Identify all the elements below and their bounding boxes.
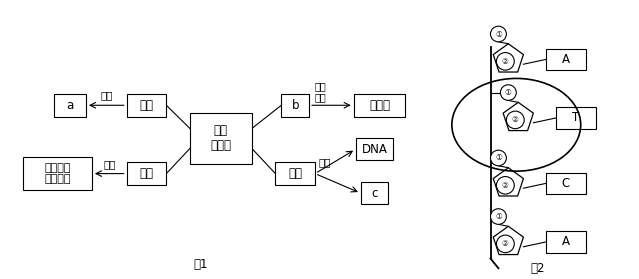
Circle shape xyxy=(491,209,506,224)
FancyBboxPatch shape xyxy=(22,157,92,190)
Text: b: b xyxy=(291,99,299,112)
Text: c: c xyxy=(371,187,378,199)
Text: 分为: 分为 xyxy=(103,159,116,169)
FancyBboxPatch shape xyxy=(190,113,252,164)
Text: 脂质: 脂质 xyxy=(139,99,153,112)
Text: ②: ② xyxy=(512,116,519,124)
Polygon shape xyxy=(503,102,534,131)
Text: 图1: 图1 xyxy=(194,258,208,271)
Circle shape xyxy=(491,150,506,166)
Polygon shape xyxy=(493,226,523,254)
FancyBboxPatch shape xyxy=(127,93,166,117)
Circle shape xyxy=(497,52,514,70)
Polygon shape xyxy=(493,44,523,72)
Text: 糖类: 糖类 xyxy=(139,167,153,180)
Text: 种类: 种类 xyxy=(319,157,331,167)
Circle shape xyxy=(500,85,516,100)
Text: A: A xyxy=(562,235,570,248)
Text: ①: ① xyxy=(495,153,502,162)
Text: 包括: 包括 xyxy=(100,90,112,100)
FancyBboxPatch shape xyxy=(354,93,405,117)
Text: ①: ① xyxy=(505,88,512,97)
Text: a: a xyxy=(66,99,74,112)
Text: A: A xyxy=(562,53,570,66)
Text: 氨基酸: 氨基酸 xyxy=(369,99,390,112)
FancyBboxPatch shape xyxy=(360,182,389,204)
Text: ②: ② xyxy=(502,181,509,190)
Text: 图2: 图2 xyxy=(531,262,545,275)
FancyBboxPatch shape xyxy=(275,162,315,185)
FancyBboxPatch shape xyxy=(356,138,394,160)
Text: 组成
单位: 组成 单位 xyxy=(314,81,326,102)
FancyBboxPatch shape xyxy=(556,107,596,129)
Text: C: C xyxy=(562,177,570,190)
Circle shape xyxy=(491,26,506,42)
Text: ②: ② xyxy=(502,239,509,248)
Text: ②: ② xyxy=(502,57,509,66)
Text: 核酸: 核酸 xyxy=(288,167,302,180)
Text: T: T xyxy=(572,111,580,124)
Text: 有机
化合物: 有机 化合物 xyxy=(210,124,231,152)
FancyBboxPatch shape xyxy=(546,173,586,194)
Circle shape xyxy=(497,177,514,194)
FancyBboxPatch shape xyxy=(281,93,309,117)
Text: ①: ① xyxy=(495,30,502,39)
FancyBboxPatch shape xyxy=(54,93,86,117)
FancyBboxPatch shape xyxy=(546,231,586,253)
FancyBboxPatch shape xyxy=(127,162,166,185)
Circle shape xyxy=(506,111,524,129)
Text: 单糖、二
糖和多糖: 单糖、二 糖和多糖 xyxy=(44,163,70,184)
Text: DNA: DNA xyxy=(362,143,387,156)
FancyBboxPatch shape xyxy=(546,49,586,70)
Polygon shape xyxy=(493,168,523,196)
Text: ①: ① xyxy=(495,212,502,221)
Circle shape xyxy=(497,235,514,253)
